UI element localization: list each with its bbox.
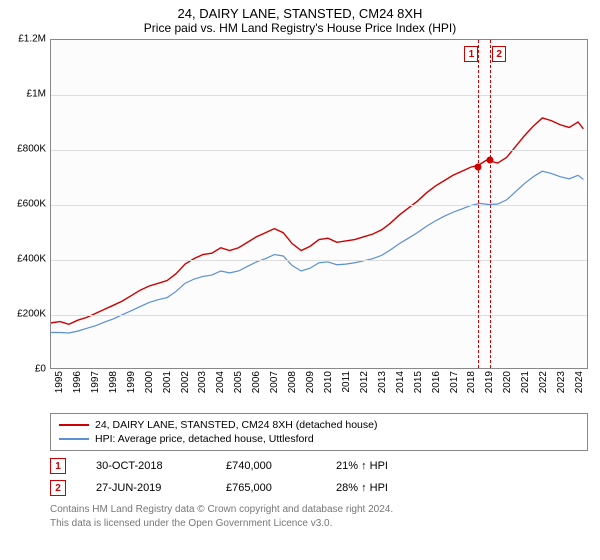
x-axis-label: 2002 — [180, 371, 191, 393]
x-axis-label: 2014 — [395, 371, 406, 393]
x-axis-label: 1996 — [72, 371, 83, 393]
transaction-diff: 28% ↑ HPI — [336, 482, 426, 494]
x-axis-label: 2017 — [449, 371, 460, 393]
x-axis-label: 2010 — [323, 371, 334, 393]
x-axis-label: 2020 — [502, 371, 513, 393]
legend-swatch — [59, 424, 89, 426]
x-axis-label: 2015 — [413, 371, 424, 393]
series-line — [51, 171, 583, 333]
transaction-row: 1 30-OCT-2018 £740,000 21% ↑ HPI — [50, 455, 588, 477]
gridline — [51, 150, 587, 151]
x-axis-label: 2021 — [520, 371, 531, 393]
footer-attribution: Contains HM Land Registry data © Crown c… — [50, 503, 588, 530]
chart-title: 24, DAIRY LANE, STANSTED, CM24 8XH — [0, 0, 600, 21]
line-chart-svg — [51, 40, 587, 368]
x-axis-label: 1995 — [54, 371, 65, 393]
transactions-table: 1 30-OCT-2018 £740,000 21% ↑ HPI 2 27-JUN-201… — [50, 455, 588, 499]
x-axis-label: 2009 — [305, 371, 316, 393]
marker-label: 2 — [492, 46, 506, 62]
legend-item: 24, DAIRY LANE, STANSTED, CM24 8XH (deta… — [59, 418, 579, 432]
legend-item: HPI: Average price, detached house, Uttl… — [59, 432, 579, 446]
gridline — [51, 260, 587, 261]
transaction-date: 30-OCT-2018 — [96, 460, 196, 472]
legend-label: HPI: Average price, detached house, Uttl… — [95, 433, 314, 445]
x-axis-label: 2004 — [215, 371, 226, 393]
footer-line: This data is licensed under the Open Gov… — [50, 517, 588, 531]
x-axis-label: 2012 — [359, 371, 370, 393]
x-axis-label: 2013 — [377, 371, 388, 393]
footer-line: Contains HM Land Registry data © Crown c… — [50, 503, 588, 517]
x-axis-label: 2007 — [269, 371, 280, 393]
series-line — [51, 118, 583, 324]
transaction-diff: 21% ↑ HPI — [336, 460, 426, 472]
x-axis-label: 1997 — [90, 371, 101, 393]
x-axis-label: 2000 — [144, 371, 155, 393]
x-axis-label: 2016 — [431, 371, 442, 393]
marker-dot — [475, 163, 482, 170]
chart-subtitle: Price paid vs. HM Land Registry's House … — [0, 21, 600, 39]
x-axis-label: 2003 — [197, 371, 208, 393]
plot-area: 12 — [50, 39, 588, 369]
x-axis-label: 2018 — [466, 371, 477, 393]
transaction-price: £765,000 — [226, 482, 306, 494]
gridline — [51, 95, 587, 96]
transaction-date: 27-JUN-2019 — [96, 482, 196, 494]
transaction-marker: 1 — [50, 458, 66, 474]
y-axis-label: £200K — [17, 309, 50, 320]
marker-vline — [478, 40, 479, 368]
y-axis-label: £800K — [17, 144, 50, 155]
marker-dot — [487, 156, 494, 163]
x-axis: 1995 1996 1997 1998 1999 2000 2001 2002 2003 2004… — [50, 369, 588, 407]
y-axis-label: £1M — [27, 89, 50, 100]
x-axis-label: 2008 — [287, 371, 298, 393]
x-axis-label: 1999 — [126, 371, 137, 393]
x-axis-label: 2023 — [556, 371, 567, 393]
y-axis-label: £0 — [35, 364, 50, 375]
y-axis-label: £1.2M — [18, 34, 50, 45]
x-axis-label: 2022 — [538, 371, 549, 393]
transaction-row: 2 27-JUN-2019 £765,000 28% ↑ HPI — [50, 477, 588, 499]
x-axis-label: 2005 — [233, 371, 244, 393]
x-axis-label: 1998 — [108, 371, 119, 393]
marker-label: 1 — [464, 46, 478, 62]
marker-vline — [490, 40, 491, 368]
transaction-price: £740,000 — [226, 460, 306, 472]
x-axis-label: 2019 — [484, 371, 495, 393]
x-axis-label: 2011 — [341, 371, 352, 393]
x-axis-label: 2001 — [162, 371, 173, 393]
x-axis-label: 2006 — [251, 371, 262, 393]
gridline — [51, 315, 587, 316]
gridline — [51, 205, 587, 206]
transaction-marker: 2 — [50, 480, 66, 496]
legend-swatch — [59, 438, 89, 440]
y-axis-label: £600K — [17, 199, 50, 210]
x-axis-label: 2024 — [574, 371, 585, 393]
y-axis-label: £400K — [17, 254, 50, 265]
legend: 24, DAIRY LANE, STANSTED, CM24 8XH (deta… — [50, 413, 588, 451]
legend-label: 24, DAIRY LANE, STANSTED, CM24 8XH (deta… — [95, 419, 377, 431]
chart-area: 12 £0£200K£400K£600K£800K£1M£1.2M — [50, 39, 588, 369]
